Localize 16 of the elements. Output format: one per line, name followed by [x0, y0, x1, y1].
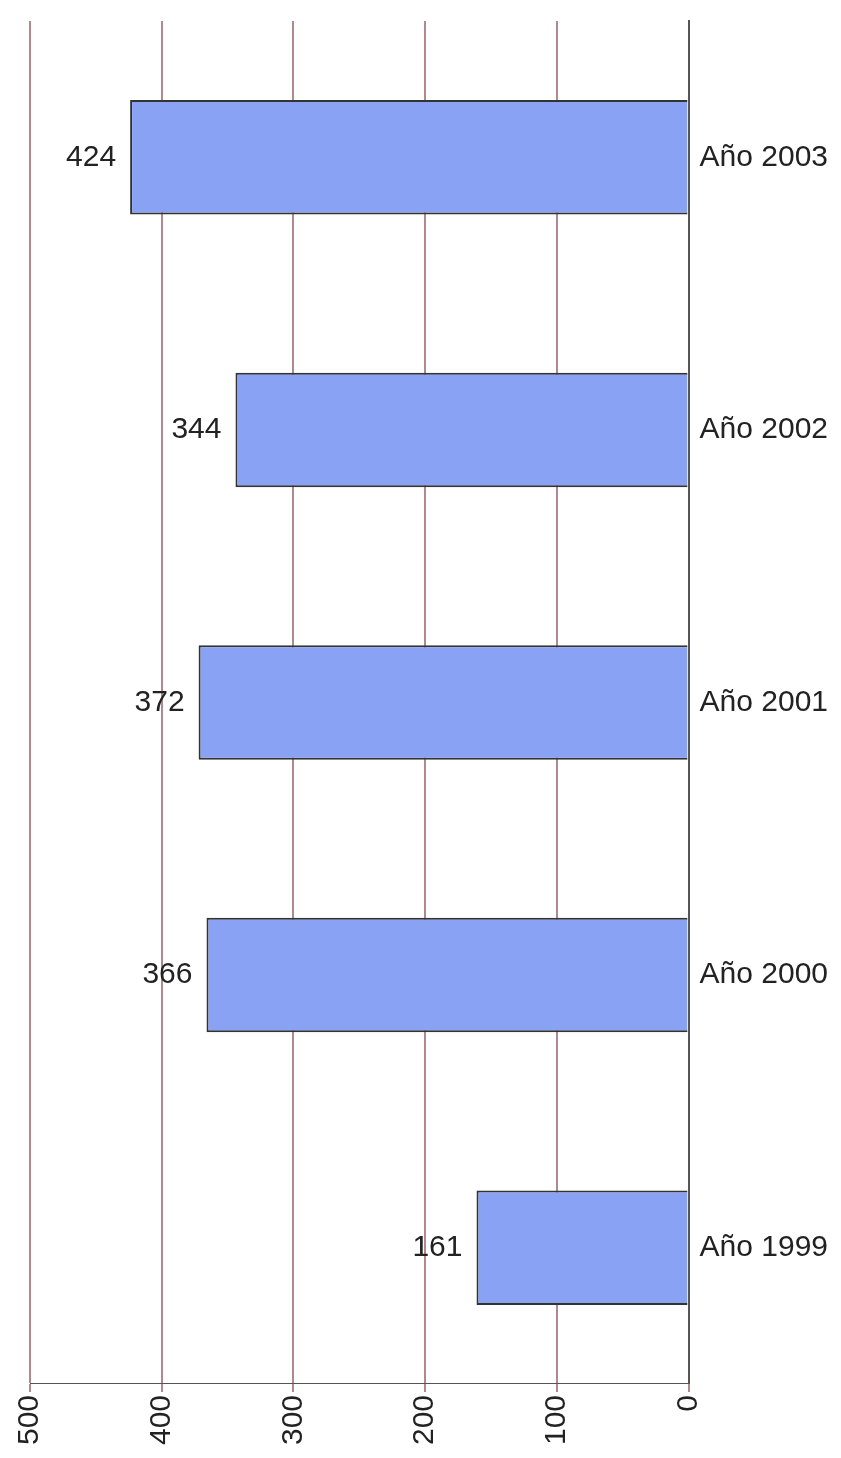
data-label: 344: [171, 411, 222, 445]
data-label: 372: [134, 683, 185, 717]
y-tick-label: Año 2001: [699, 683, 828, 717]
y-tick-label: Año 1999: [699, 1228, 828, 1262]
x-tick-label: 300: [274, 1394, 308, 1446]
y-tick-label: Año 2000: [699, 956, 828, 990]
data-label: 366: [142, 956, 193, 990]
data-label: 424: [66, 138, 117, 172]
x-tick-label: 200: [406, 1394, 440, 1446]
y-tick-label: Año 2002: [699, 411, 828, 445]
x-tick-label: 0: [669, 1394, 703, 1412]
x-tick-label: 100: [538, 1394, 572, 1446]
x-tick-label: 400: [142, 1394, 176, 1446]
y-tick-label: Año 2003: [699, 138, 828, 172]
data-label: 161: [412, 1228, 463, 1262]
x-tick-label: 500: [11, 1394, 45, 1446]
